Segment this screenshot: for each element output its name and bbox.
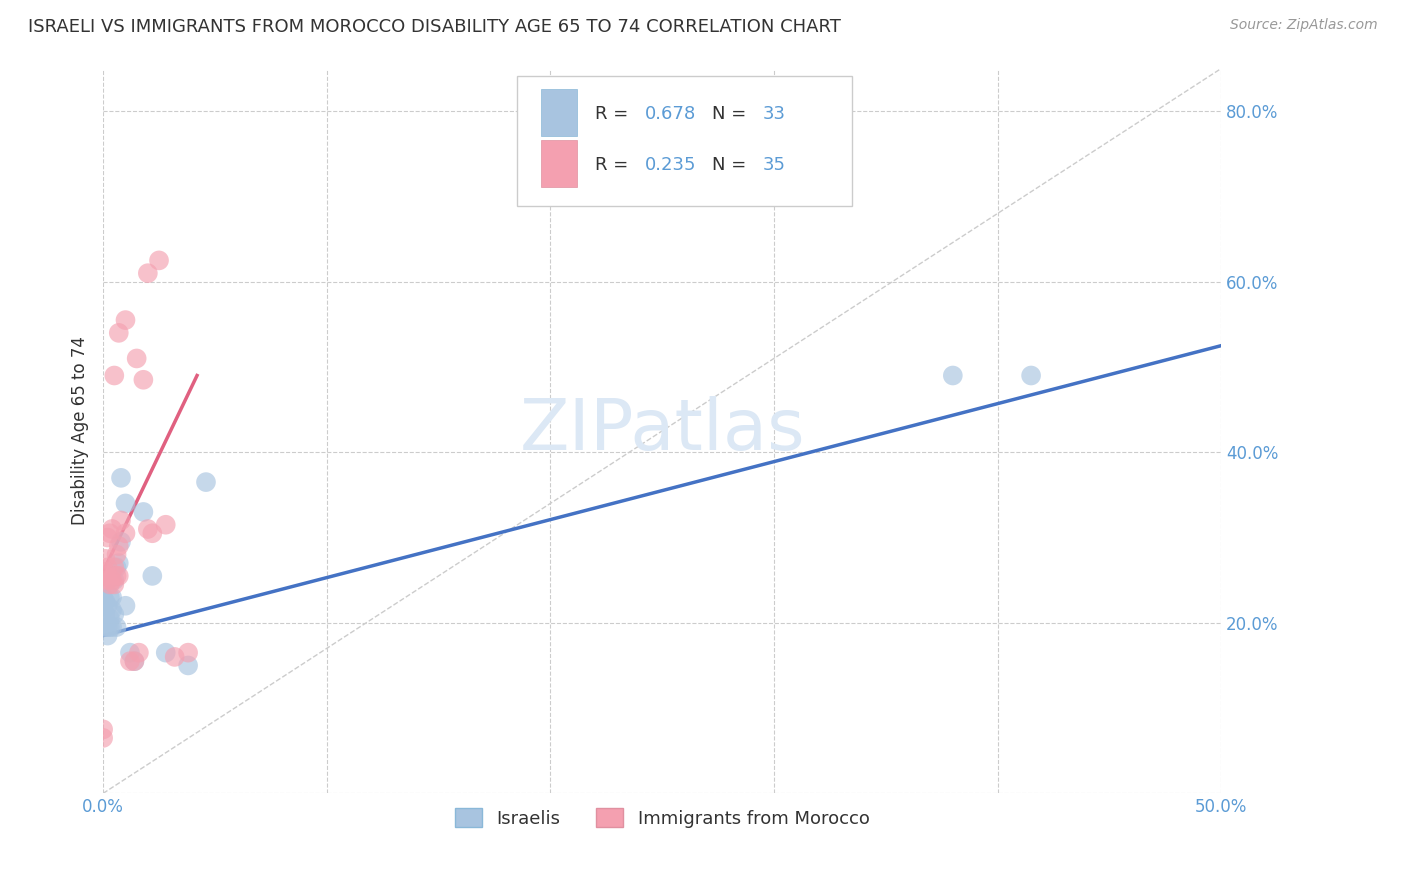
Point [103, 560, 125, 574]
Point [94, 565, 117, 579]
Point [97, 560, 120, 574]
Point [110, 534, 132, 549]
Text: 33: 33 [763, 105, 786, 123]
Point [110, 471, 132, 485]
Point [155, 646, 177, 660]
Point [103, 577, 125, 591]
Point [97, 599, 120, 613]
Point [942, 368, 965, 383]
Point [101, 591, 124, 605]
Point [107, 539, 129, 553]
Point [155, 517, 177, 532]
Point [118, 646, 141, 660]
Point [125, 351, 148, 366]
Point [91, 731, 114, 745]
Point [105, 560, 128, 574]
Point [132, 373, 155, 387]
Text: Source: ZipAtlas.com: Source: ZipAtlas.com [1230, 18, 1378, 32]
Point [177, 646, 200, 660]
Y-axis label: Disability Age 65 to 74: Disability Age 65 to 74 [72, 336, 89, 525]
Point [101, 603, 124, 617]
Point [97, 573, 120, 587]
Point [128, 646, 150, 660]
Point [105, 620, 128, 634]
Point [91, 591, 114, 605]
Point [97, 629, 120, 643]
Point [103, 607, 125, 622]
Text: N =: N = [713, 105, 752, 123]
Point [101, 573, 124, 587]
Point [114, 313, 136, 327]
Point [107, 326, 129, 340]
Point [94, 607, 117, 622]
Point [148, 253, 170, 268]
FancyBboxPatch shape [517, 76, 852, 206]
FancyBboxPatch shape [541, 89, 578, 136]
Text: R =: R = [595, 156, 634, 174]
Point [101, 522, 124, 536]
Text: ISRAELI VS IMMIGRANTS FROM MOROCCO DISABILITY AGE 65 TO 74 CORRELATION CHART: ISRAELI VS IMMIGRANTS FROM MOROCCO DISAB… [28, 18, 841, 36]
Text: R =: R = [595, 105, 634, 123]
Legend: Israelis, Immigrants from Morocco: Israelis, Immigrants from Morocco [447, 801, 877, 835]
Point [195, 475, 218, 489]
Point [141, 526, 163, 541]
Point [114, 526, 136, 541]
Text: 35: 35 [763, 156, 786, 174]
Point [98, 526, 121, 541]
Point [97, 531, 120, 545]
Point [132, 505, 155, 519]
Point [91, 577, 114, 591]
Point [114, 599, 136, 613]
Point [103, 368, 125, 383]
Point [118, 654, 141, 668]
Point [98, 611, 121, 625]
Point [105, 548, 128, 562]
Point [91, 723, 114, 737]
Text: 0.235: 0.235 [645, 156, 697, 174]
Point [94, 552, 117, 566]
Text: N =: N = [713, 156, 752, 174]
Point [94, 594, 117, 608]
Text: ZIPatlas: ZIPatlas [519, 396, 806, 466]
Point [103, 573, 125, 587]
Point [94, 620, 117, 634]
Point [1019, 368, 1042, 383]
Point [114, 496, 136, 510]
Point [107, 569, 129, 583]
Point [110, 513, 132, 527]
Point [141, 569, 163, 583]
Point [177, 658, 200, 673]
Point [91, 603, 114, 617]
Point [98, 620, 121, 634]
Point [105, 569, 128, 583]
Point [101, 620, 124, 634]
Point [98, 591, 121, 605]
Point [98, 577, 121, 591]
Point [124, 654, 146, 668]
FancyBboxPatch shape [541, 139, 578, 186]
Point [124, 654, 146, 668]
Point [136, 522, 159, 536]
Point [107, 556, 129, 570]
Point [163, 649, 186, 664]
Point [94, 569, 117, 583]
Point [97, 620, 120, 634]
Point [136, 266, 159, 280]
Text: 0.678: 0.678 [645, 105, 696, 123]
